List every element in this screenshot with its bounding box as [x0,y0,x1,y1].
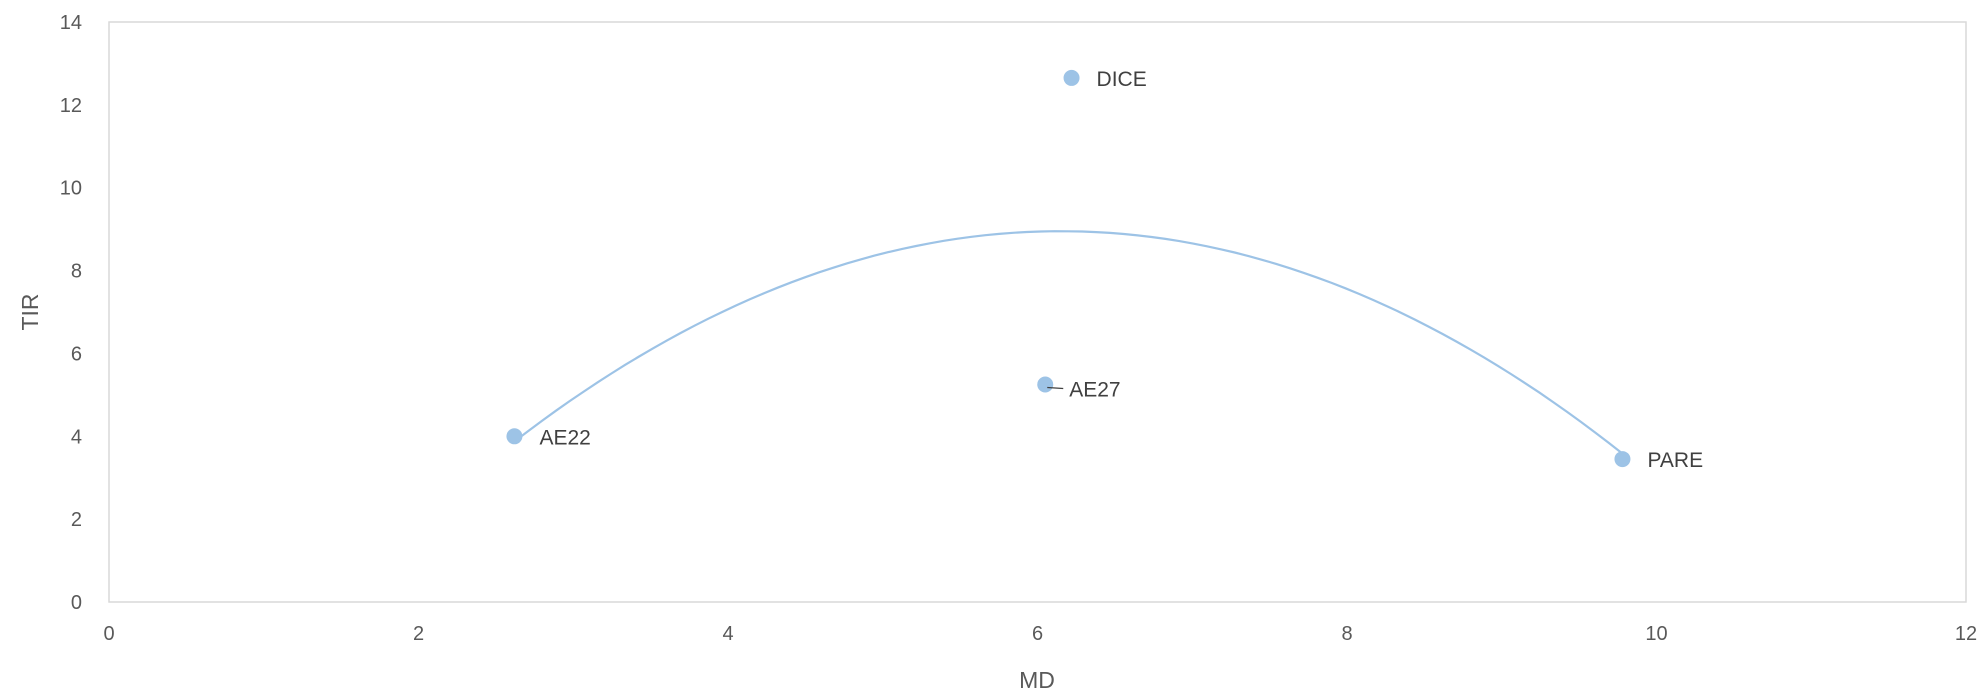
x-axis-ticks: 0 2 4 6 8 10 12 [103,623,1977,645]
x-axis-title: MD [1019,667,1055,693]
x-tick-label: 0 [103,623,114,645]
x-tick-label: 10 [1645,623,1667,645]
leader-line-ae27 [1047,386,1064,390]
y-tick-label: 8 [71,261,82,283]
point-label-dice: DICE [1097,68,1147,91]
x-tick-label: 4 [722,623,733,645]
point-label-pare: PARE [1647,449,1703,472]
y-tick-label: 10 [60,178,82,200]
y-tick-label: 0 [71,592,82,614]
y-axis-title: TIR [17,293,43,330]
data-point-dice [1063,69,1080,86]
y-tick-label: 14 [60,12,82,34]
data-point-pare [1614,451,1631,468]
y-tick-label: 2 [71,509,82,531]
plot-area-border [108,21,1967,603]
y-tick-label: 4 [71,426,82,448]
point-label-ae27: AE27 [1069,379,1120,402]
x-tick-label: 2 [413,623,424,645]
data-points: AE22 AE27 DICE PARE [506,68,1703,472]
data-point-ae27 [1037,376,1054,393]
x-tick-label: 6 [1032,623,1043,645]
y-tick-label: 12 [60,95,82,117]
y-axis-ticks: 0 2 4 6 8 10 12 14 [60,12,82,614]
x-tick-label: 12 [1955,623,1977,645]
data-point-ae22 [506,428,523,445]
point-label-ae22: AE22 [539,426,590,449]
y-tick-label: 6 [71,343,82,365]
trendline [513,230,1624,455]
x-tick-label: 8 [1341,623,1352,645]
